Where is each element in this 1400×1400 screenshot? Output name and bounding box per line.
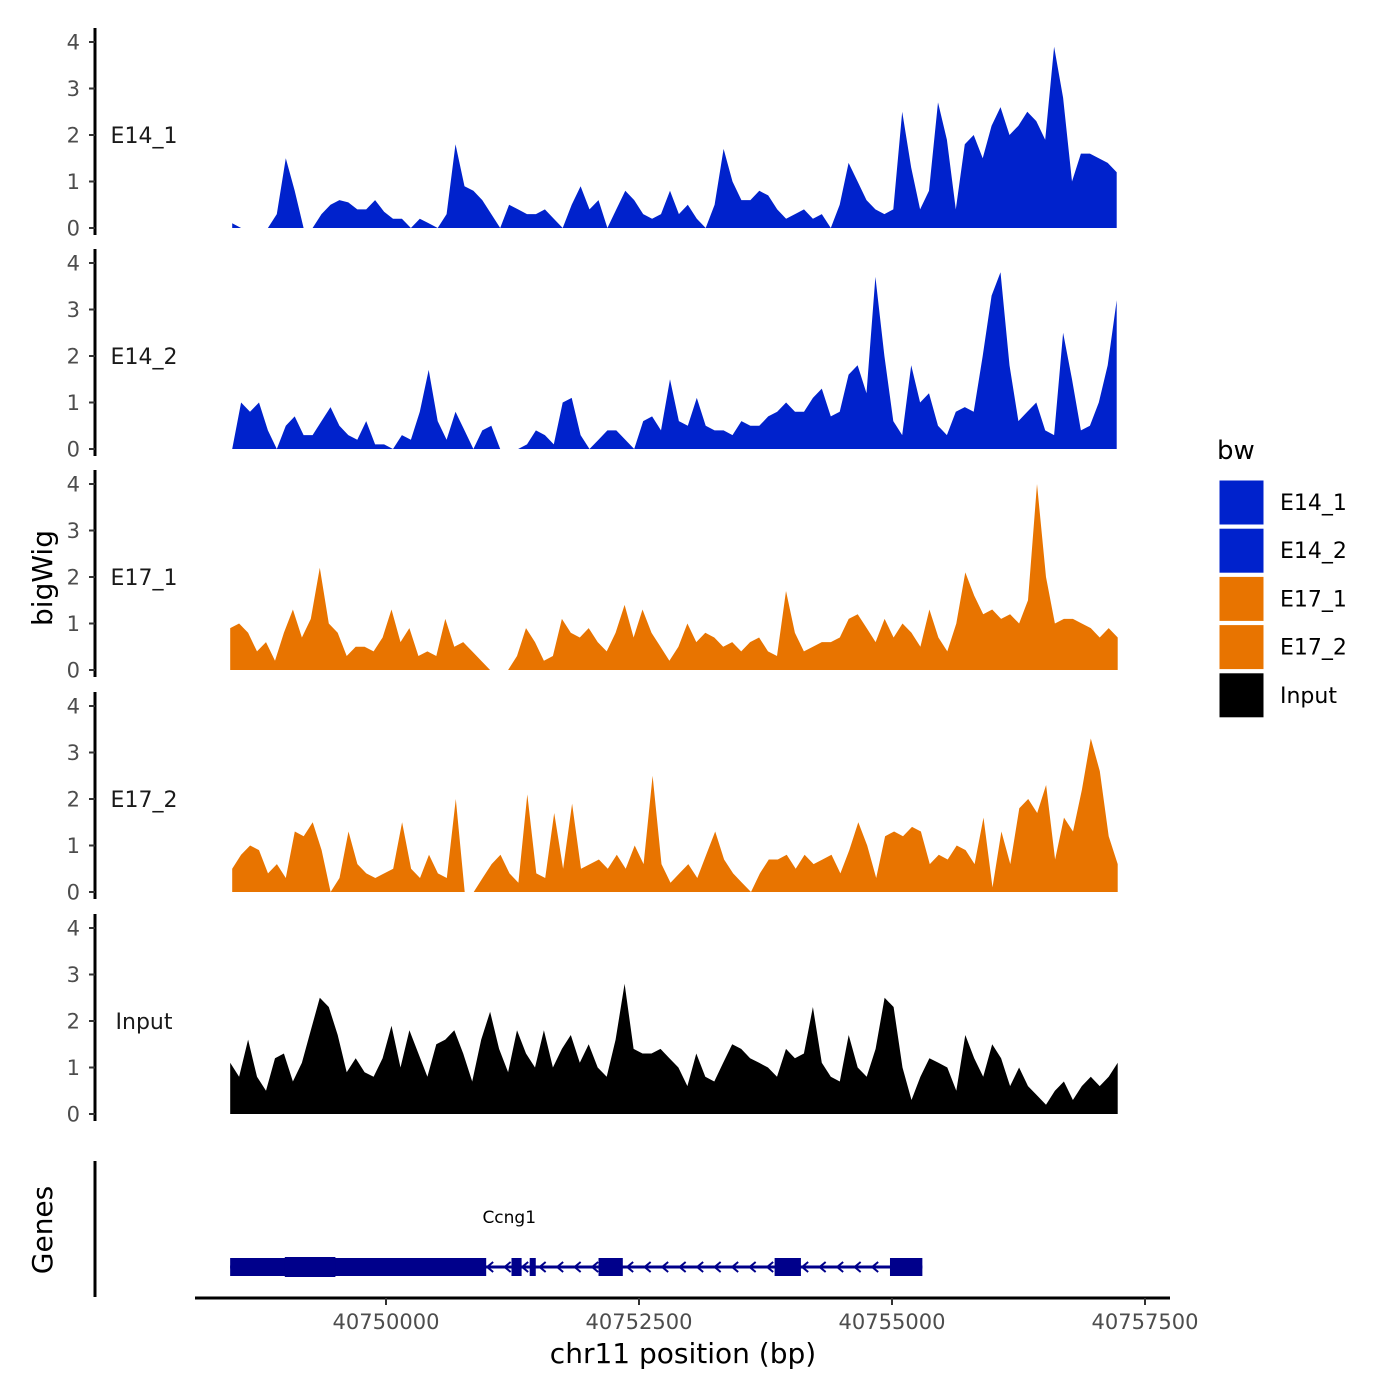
- y-tick-label: 1: [67, 612, 80, 636]
- gene-exon: [774, 1258, 801, 1276]
- y-tick-label: 2: [67, 566, 80, 590]
- track-e14-2: 0 1 2 3 4 E14_2: [67, 249, 1117, 462]
- genes-axis-title: Genes: [26, 1186, 59, 1274]
- signal-area-e14-2: [232, 272, 1117, 449]
- y-tick-label: 4: [67, 695, 80, 719]
- gene-exon: [529, 1258, 536, 1276]
- gene-name-label: Ccng1: [482, 1208, 536, 1228]
- y-tick-label: 1: [67, 1056, 80, 1080]
- legend-swatch: [1218, 479, 1265, 526]
- legend: bw E14_1 E14_2 E17_1 E17_2 Input: [1217, 436, 1347, 719]
- y-tick-label: 1: [67, 391, 80, 415]
- track-e17-1: 0 1 2 3 4 E17_1: [67, 470, 1118, 683]
- track-e17-2: 0 1 2 3 4 E17_2: [67, 692, 1118, 905]
- strand-arrow-icon: [713, 1261, 722, 1273]
- y-tick-label: 0: [67, 217, 80, 241]
- y-tick-label: 0: [67, 659, 80, 683]
- gene-exon: [598, 1258, 623, 1276]
- x-tick-label: 40757500: [1092, 1310, 1199, 1334]
- y-tick-label: 3: [67, 77, 80, 101]
- x-axis-title: chr11 position (bp): [550, 1337, 816, 1370]
- y-tick-label: 2: [67, 345, 80, 369]
- signal-area-e17-2: [232, 738, 1118, 892]
- track-label: E17_1: [111, 566, 178, 591]
- y-tick-label: 4: [67, 473, 80, 497]
- strand-arrow-icon: [643, 1261, 652, 1273]
- strand-arrow-icon: [625, 1261, 634, 1273]
- strand-arrow-icon: [520, 1261, 529, 1273]
- track-label: Input: [116, 1010, 173, 1035]
- legend-label: E17_2: [1280, 636, 1347, 661]
- gene-exon: [284, 1257, 336, 1277]
- legend-swatch: [1218, 672, 1265, 719]
- legend-label: E17_1: [1280, 587, 1347, 612]
- track-e14-1: 0 1 2 3 4 E14_1: [67, 28, 1117, 241]
- strand-arrow-icon: [678, 1261, 687, 1273]
- strand-arrow-icon: [730, 1261, 739, 1273]
- y-tick-label: 1: [67, 834, 80, 858]
- gene-exon: [230, 1258, 487, 1276]
- gene-exon: [511, 1258, 522, 1276]
- y-tick-label: 4: [67, 31, 80, 55]
- legend-label: E14_1: [1280, 491, 1347, 516]
- y-tick-label: 3: [67, 519, 80, 543]
- strand-arrow-icon: [765, 1261, 774, 1273]
- gene-exon: [889, 1258, 923, 1276]
- strand-arrow-icon: [870, 1261, 879, 1273]
- track-input: 0 1 2 3 4 Input: [67, 914, 1118, 1127]
- x-tick-label: 40750000: [333, 1310, 440, 1334]
- y-tick-label: 1: [67, 170, 80, 194]
- x-tick-label: 40755000: [839, 1310, 946, 1334]
- y-tick-label: 0: [67, 1103, 80, 1127]
- x-axis: 40750000 40752500 40755000 40757500: [195, 1296, 1199, 1334]
- legend-swatch: [1218, 575, 1265, 622]
- y-tick-label: 0: [67, 881, 80, 905]
- signal-area-e14-1: [232, 46, 1117, 229]
- strand-arrow-icon: [695, 1261, 704, 1273]
- y-tick-label: 4: [67, 917, 80, 941]
- track-label: E14_2: [111, 345, 178, 370]
- legend-label: Input: [1280, 684, 1337, 709]
- y-tick-label: 2: [67, 124, 80, 148]
- strand-arrow-icon: [485, 1261, 494, 1273]
- strand-arrow-icon: [800, 1261, 809, 1273]
- strand-arrow-icon: [538, 1261, 547, 1273]
- strand-arrow-icon: [853, 1261, 862, 1273]
- legend-label: E14_2: [1280, 539, 1347, 564]
- signal-area-e17-1: [230, 484, 1118, 670]
- legend-swatch: [1218, 624, 1265, 671]
- y-tick-label: 3: [67, 741, 80, 765]
- gene-panel: Ccng1: [93, 1161, 923, 1297]
- y-tick-label: 3: [67, 298, 80, 322]
- y-tick-label: 2: [67, 1010, 80, 1034]
- strand-arrow-icon: [555, 1261, 564, 1273]
- y-tick-label: 2: [67, 788, 80, 812]
- x-tick-label: 40752500: [586, 1310, 693, 1334]
- strand-arrow-icon: [818, 1261, 827, 1273]
- strand-arrow-icon: [660, 1261, 669, 1273]
- strand-arrow-icon: [835, 1261, 844, 1273]
- strand-arrow-icon: [503, 1261, 512, 1273]
- strand-arrow-icon: [590, 1261, 599, 1273]
- track-label: E17_2: [111, 788, 178, 813]
- strand-arrow-icon: [748, 1261, 757, 1273]
- y-tick-label: 3: [67, 963, 80, 987]
- track-panels: 0 1 2 3 4 E14_1 0 1 2 3 4 E14_2 0 1 2 3 4 E17_1 0 1 2 3 4 E17_2…: [67, 28, 1118, 1127]
- track-label: E14_1: [111, 124, 178, 149]
- legend-swatch: [1218, 527, 1265, 574]
- legend-title: bw: [1217, 436, 1255, 466]
- strand-arrow-icon: [573, 1261, 582, 1273]
- y-tick-label: 4: [67, 252, 80, 276]
- signal-area-input: [230, 983, 1118, 1114]
- y-tick-label: 0: [67, 438, 80, 462]
- y-axis-title: bigWig: [26, 530, 59, 626]
